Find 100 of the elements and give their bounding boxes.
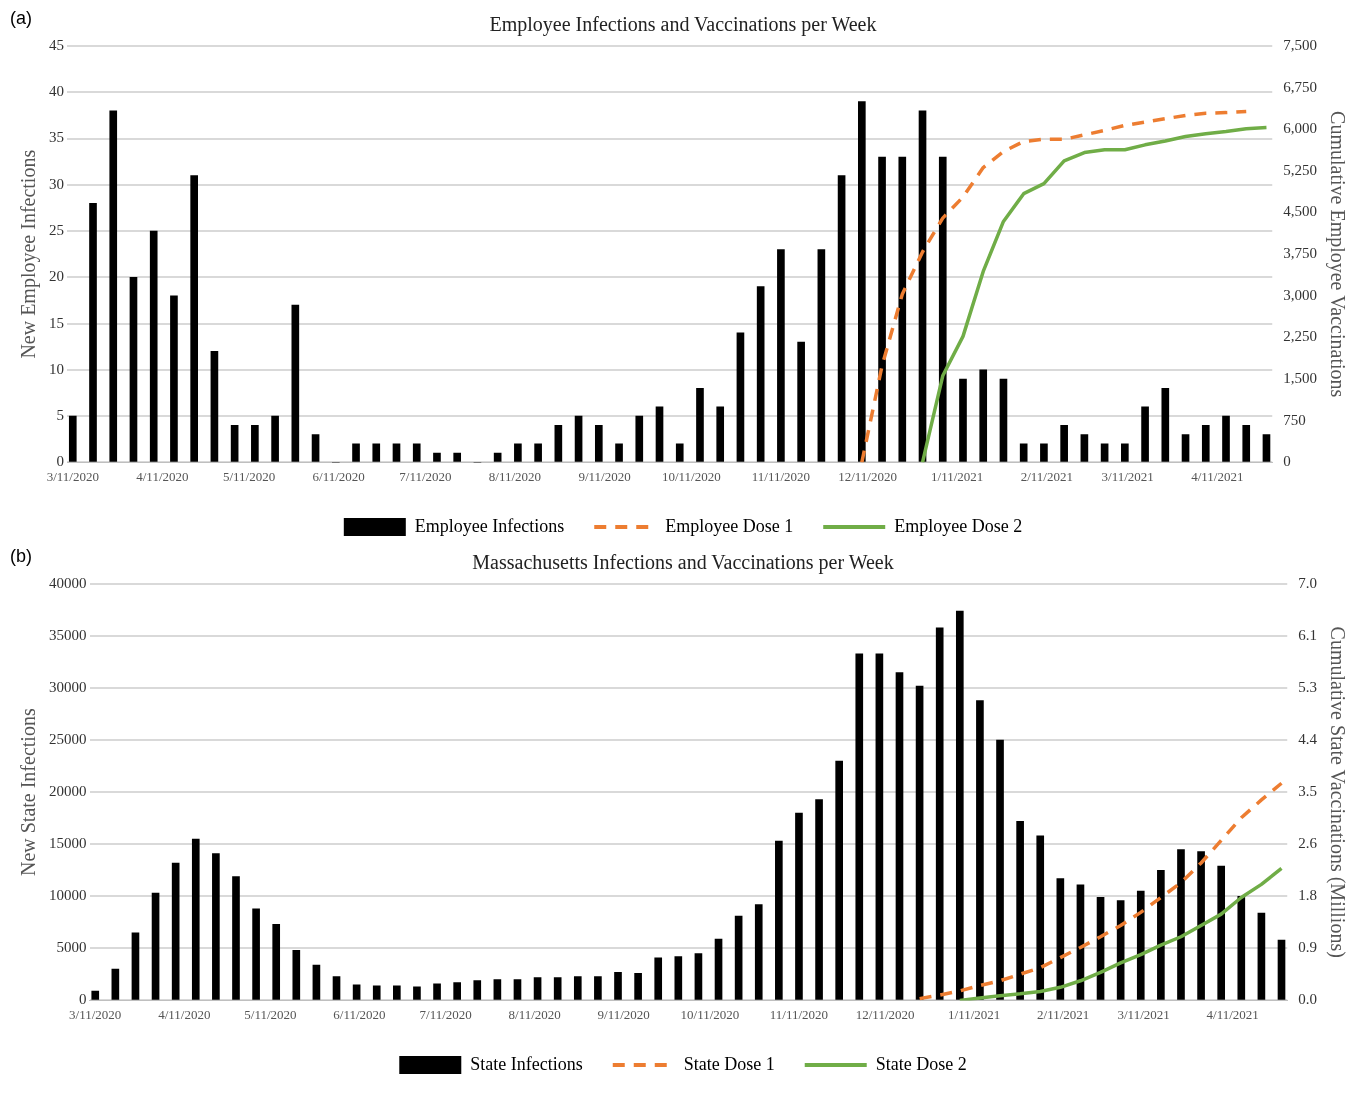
- legend-label: Employee Infections: [414, 515, 565, 536]
- bar: [777, 249, 785, 462]
- bar: [594, 425, 603, 462]
- bar: [614, 971, 622, 1000]
- bar: [352, 984, 361, 1000]
- bar: [392, 443, 401, 462]
- y2-tick-label: 1,500: [1283, 370, 1317, 387]
- y2-axis-title: Cumulative Employee Vaccinations: [1325, 111, 1349, 398]
- bar: [858, 101, 866, 462]
- bar: [68, 415, 77, 462]
- bar: [797, 341, 805, 462]
- bar: [1237, 895, 1246, 1000]
- y2-tick-label: 5.3: [1298, 679, 1317, 696]
- x-tick-label: 11/11/2020: [769, 1006, 829, 1022]
- y-tick-label: 40000: [49, 574, 87, 591]
- bar: [109, 110, 118, 462]
- y2-tick-label: 5,250: [1283, 161, 1317, 178]
- x-tick-label: 12/11/2020: [838, 468, 897, 484]
- bar: [935, 627, 944, 1000]
- bar: [111, 968, 120, 1000]
- chart-title: Employee Infections and Vaccinations per Week: [489, 13, 877, 37]
- bar: [171, 862, 180, 1000]
- bar: [1136, 890, 1145, 1000]
- bar: [837, 175, 846, 462]
- bar: [191, 838, 200, 1000]
- line-series: [917, 781, 1284, 1001]
- x-tick-label: 3/11/2021: [1117, 1006, 1170, 1022]
- x-tick-label: 1/11/2021: [948, 1006, 1001, 1022]
- x-tick-label: 10/11/2020: [680, 1006, 740, 1022]
- x-tick-label: 6/11/2020: [333, 1006, 386, 1022]
- bar: [433, 983, 441, 1000]
- bar: [1277, 939, 1286, 1000]
- bar: [533, 977, 542, 1000]
- bar: [514, 443, 522, 462]
- bar: [129, 277, 138, 462]
- bar: [412, 443, 421, 462]
- line-series: [860, 109, 1248, 463]
- y2-tick-label: 4,500: [1283, 203, 1317, 220]
- bar: [1016, 821, 1024, 1000]
- bar: [493, 452, 502, 462]
- bar: [149, 230, 158, 462]
- y-tick-label: 25000: [49, 731, 87, 748]
- bar: [251, 425, 259, 462]
- x-tick-label: 3/11/2020: [69, 1006, 122, 1022]
- bar: [756, 286, 765, 462]
- x-tick-label: 10/11/2020: [661, 468, 721, 484]
- y2-tick-label: 2.6: [1298, 835, 1318, 852]
- bar: [312, 964, 321, 1000]
- y-tick-label: 35000: [49, 626, 87, 643]
- bar: [554, 425, 563, 462]
- y-tick-label: 10: [49, 360, 64, 377]
- y-tick-label: 5: [56, 407, 64, 424]
- x-tick-label: 4/11/2020: [136, 468, 189, 484]
- y2-tick-label: 6,000: [1283, 120, 1317, 137]
- bar: [635, 415, 644, 462]
- y2-tick-label: 7.0: [1298, 574, 1317, 591]
- bar: [634, 973, 642, 1000]
- bar: [1080, 434, 1089, 462]
- bar: [1161, 388, 1170, 462]
- bar: [1217, 865, 1226, 1000]
- x-tick-label: 5/11/2020: [222, 468, 276, 484]
- bar: [433, 452, 441, 462]
- x-tick-label: 11/11/2020: [751, 468, 811, 484]
- y2-tick-label: 0.9: [1298, 939, 1317, 956]
- bar: [979, 369, 988, 462]
- bar: [775, 840, 783, 1000]
- x-tick-label: 9/11/2020: [578, 468, 631, 484]
- x-tick-label: 5/11/2020: [244, 1006, 297, 1022]
- bar: [955, 610, 964, 1000]
- y-tick-label: 25: [49, 222, 64, 238]
- x-tick-label: 4/11/2021: [1206, 1006, 1259, 1022]
- bar: [594, 976, 602, 1000]
- bar: [230, 425, 239, 462]
- bar: [232, 876, 240, 1000]
- bar: [453, 982, 461, 1000]
- bar: [754, 904, 763, 1000]
- bar: [1121, 443, 1129, 462]
- x-tick-label: 4/11/2021: [1191, 468, 1244, 484]
- x-tick-label: 4/11/2020: [158, 1006, 211, 1022]
- bar: [895, 672, 904, 1000]
- bar: [190, 175, 198, 462]
- bar: [915, 685, 924, 1000]
- bar: [1262, 434, 1271, 462]
- bar: [91, 990, 100, 1000]
- bar: [534, 443, 542, 462]
- bar: [292, 950, 301, 1000]
- bar: [938, 156, 947, 462]
- bar: [393, 985, 401, 1000]
- x-tick-label: 3/11/2020: [46, 468, 99, 484]
- bar: [1181, 434, 1190, 462]
- bar: [674, 956, 683, 1000]
- bar: [855, 653, 864, 1000]
- x-tick-label: 2/11/2021: [1037, 1006, 1090, 1022]
- bar: [1197, 851, 1205, 1000]
- bar: [271, 415, 279, 462]
- x-tick-label: 3/11/2021: [1101, 468, 1154, 484]
- bar: [999, 378, 1008, 462]
- bar: [898, 156, 907, 462]
- y-tick-label: 45: [49, 36, 64, 53]
- bar: [615, 443, 623, 462]
